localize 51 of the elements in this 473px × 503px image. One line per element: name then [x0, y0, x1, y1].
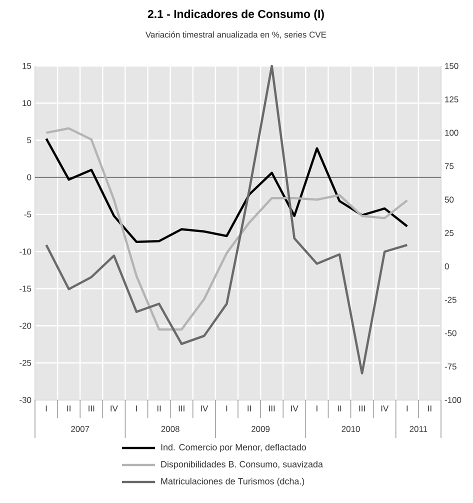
x-tick-label: IV — [381, 406, 389, 412]
x-tick-label: II — [248, 406, 251, 412]
x-tick-label: III — [178, 406, 184, 412]
y-tick-label: -10 — [20, 248, 32, 255]
x-tick-label: IV — [200, 406, 208, 412]
y-tick-label: 0 — [27, 174, 32, 180]
y-tick-label: -5 — [24, 211, 32, 218]
text: 2008 — [161, 426, 180, 432]
x-tick-label: IV — [110, 406, 118, 412]
y2-tick-label: -75 — [444, 364, 456, 370]
y2-tick-label: -50 — [444, 330, 456, 336]
y2-tick-label: -100 — [444, 397, 462, 403]
y-tick-label: 5 — [27, 137, 32, 144]
text: 2011 — [410, 426, 428, 432]
x-tick-label: I — [406, 406, 408, 412]
chart-title: 2.1 - Indicadores de Consumo (I) — [148, 10, 324, 20]
x-tick-label: IV — [291, 406, 298, 412]
legend-label: Ind. Comercio por Menor, deflactado — [161, 444, 306, 452]
y2-tick-label: -25 — [444, 296, 456, 303]
x-tick-label: II — [338, 406, 342, 412]
line-series — [45, 138, 408, 244]
text: 2007 — [71, 426, 90, 432]
x-tick-label: III — [359, 406, 365, 412]
y-tick-label: -15 — [20, 286, 32, 292]
legend-label: Disponibilidades B. Consumo, suavizada — [161, 460, 323, 470]
x-tick-label: II — [157, 406, 161, 412]
x-tick-label: II — [428, 406, 432, 412]
legend-label: Matriculaciones de Turismos (dcha.) — [161, 478, 304, 486]
chart-subtitle: Variación timestral anualizada en %, series CVE — [146, 31, 326, 39]
x-tick-label: I — [316, 406, 318, 412]
y2-tick-label: 25 — [444, 230, 454, 236]
x-tick-label: III — [269, 406, 275, 412]
y-tick-label: -25 — [20, 360, 32, 366]
y-tick-label: 15 — [22, 63, 32, 69]
x-tick-label: I — [226, 406, 228, 412]
y2-tick-label: 150 — [445, 63, 458, 69]
y2-tick-label: 100 — [445, 130, 458, 136]
x-tick-label: III — [88, 406, 94, 412]
text: 2009 — [252, 426, 270, 432]
y2-tick-label: 75 — [444, 163, 454, 170]
x-tick-label: I — [46, 406, 47, 412]
text: 2010 — [342, 426, 360, 432]
x-tick-label: I — [136, 406, 137, 412]
y-tick-label: -30 — [20, 397, 32, 403]
x-tick-label: II — [67, 406, 70, 412]
y2-tick-label: 0 — [444, 263, 449, 270]
y2-tick-label: 125 — [445, 96, 458, 102]
line-series — [45, 127, 408, 331]
y-tick-label: 10 — [22, 100, 32, 106]
y2-tick-label: 50 — [444, 196, 454, 203]
y-tick-label: -20 — [20, 322, 32, 329]
